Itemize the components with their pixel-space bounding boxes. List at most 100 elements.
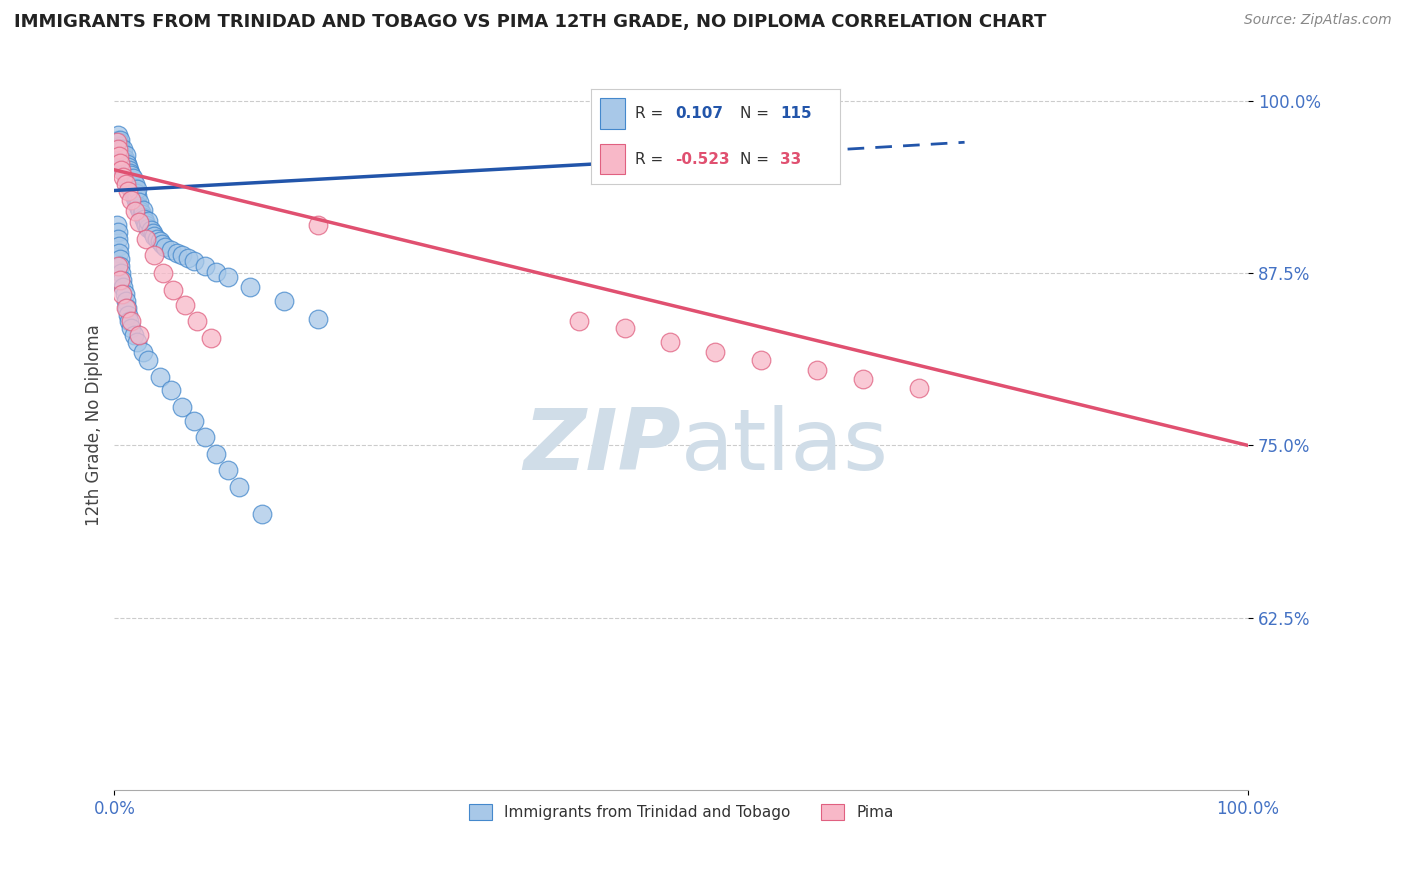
Point: [125, 186, 148, 201]
Point: [108, 273, 131, 287]
Point: [118, 314, 141, 328]
Point: [108, 156, 131, 170]
Point: [111, 160, 134, 174]
Point: [120, 169, 142, 183]
Point: [613, 321, 636, 335]
Point: [127, 199, 149, 213]
Point: [568, 314, 591, 328]
Point: [108, 136, 131, 150]
Point: [112, 156, 135, 170]
Point: [121, 185, 143, 199]
Point: [183, 414, 205, 428]
Point: [115, 164, 138, 178]
Point: [114, 152, 136, 166]
Point: [111, 273, 134, 287]
Point: [107, 132, 129, 146]
Point: [186, 314, 208, 328]
Point: [273, 293, 295, 308]
Point: [120, 175, 142, 189]
Text: IMMIGRANTS FROM TRINIDAD AND TOBAGO VS PIMA 12TH GRADE, NO DIPLOMA CORRELATION C: IMMIGRANTS FROM TRINIDAD AND TOBAGO VS P…: [14, 13, 1046, 31]
Point: [128, 202, 150, 216]
Point: [125, 193, 148, 207]
Point: [105, 218, 128, 232]
Point: [173, 298, 195, 312]
Point: [114, 147, 136, 161]
Point: [704, 344, 727, 359]
Point: [108, 252, 131, 267]
Point: [138, 214, 160, 228]
Point: [112, 142, 135, 156]
Point: [124, 204, 146, 219]
Point: [155, 240, 177, 254]
Point: [115, 171, 138, 186]
Point: [124, 177, 146, 191]
Point: [250, 508, 273, 522]
Point: [205, 447, 228, 461]
Point: [183, 253, 205, 268]
Point: [114, 293, 136, 308]
Point: [120, 172, 142, 186]
Point: [749, 353, 772, 368]
Point: [132, 344, 155, 359]
Point: [117, 167, 139, 181]
Point: [172, 400, 194, 414]
Point: [125, 189, 148, 203]
Text: Source: ZipAtlas.com: Source: ZipAtlas.com: [1244, 13, 1392, 28]
Point: [114, 161, 136, 176]
Point: [120, 182, 142, 196]
Point: [239, 280, 262, 294]
Point: [149, 369, 172, 384]
Point: [143, 248, 166, 262]
Point: [108, 260, 131, 274]
Point: [125, 195, 148, 210]
Point: [117, 174, 139, 188]
Point: [111, 153, 134, 168]
Point: [118, 177, 141, 191]
Point: [110, 162, 132, 177]
Point: [110, 142, 132, 156]
Point: [177, 251, 200, 265]
Point: [152, 266, 174, 280]
Point: [114, 301, 136, 315]
Point: [135, 232, 157, 246]
Point: [108, 146, 131, 161]
Point: [110, 149, 132, 163]
Text: ZIP: ZIP: [523, 405, 681, 488]
Point: [908, 380, 931, 394]
Point: [108, 142, 131, 156]
Point: [112, 149, 135, 163]
Legend: Immigrants from Trinidad and Tobago, Pima: Immigrants from Trinidad and Tobago, Pim…: [463, 797, 900, 826]
Point: [110, 156, 132, 170]
Point: [132, 210, 155, 224]
Point: [162, 283, 184, 297]
Point: [658, 334, 681, 349]
Point: [114, 154, 136, 169]
Point: [112, 169, 135, 184]
Point: [307, 218, 329, 232]
Point: [105, 136, 128, 150]
Point: [114, 165, 136, 179]
Point: [124, 184, 146, 198]
Point: [172, 248, 194, 262]
Point: [160, 384, 183, 398]
Point: [111, 145, 134, 159]
Point: [107, 260, 129, 274]
Y-axis label: 12th Grade, No Diploma: 12th Grade, No Diploma: [86, 324, 103, 525]
Point: [114, 169, 136, 183]
Point: [128, 194, 150, 209]
Point: [108, 149, 131, 163]
Point: [120, 179, 142, 194]
Point: [128, 215, 150, 229]
Point: [125, 182, 148, 196]
Point: [160, 243, 183, 257]
Point: [150, 237, 173, 252]
Point: [112, 162, 135, 177]
Point: [117, 184, 139, 198]
Point: [806, 362, 828, 376]
Point: [114, 286, 136, 301]
Point: [166, 245, 188, 260]
Point: [120, 321, 142, 335]
Point: [132, 202, 155, 217]
Point: [107, 225, 129, 239]
Point: [107, 128, 129, 143]
